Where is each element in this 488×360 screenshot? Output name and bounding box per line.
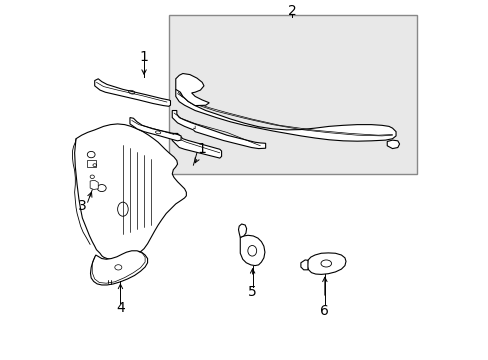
Polygon shape — [240, 235, 264, 266]
Polygon shape — [386, 140, 399, 149]
Polygon shape — [172, 111, 265, 149]
Polygon shape — [306, 253, 346, 274]
Polygon shape — [90, 180, 98, 189]
Polygon shape — [172, 134, 221, 158]
Polygon shape — [75, 124, 186, 260]
Text: 6: 6 — [320, 304, 328, 318]
Text: 5: 5 — [248, 285, 257, 299]
Polygon shape — [238, 224, 246, 237]
Polygon shape — [90, 251, 147, 285]
Text: 4: 4 — [116, 301, 124, 315]
Text: 3: 3 — [78, 199, 86, 213]
Text: 2: 2 — [287, 4, 296, 18]
Bar — [168, 15, 416, 174]
Polygon shape — [95, 79, 170, 106]
Polygon shape — [300, 260, 307, 270]
Polygon shape — [175, 89, 395, 141]
Text: 1: 1 — [140, 50, 148, 64]
Bar — [86, 160, 96, 167]
Polygon shape — [175, 73, 209, 105]
Text: 1: 1 — [197, 142, 205, 156]
Polygon shape — [130, 118, 181, 141]
